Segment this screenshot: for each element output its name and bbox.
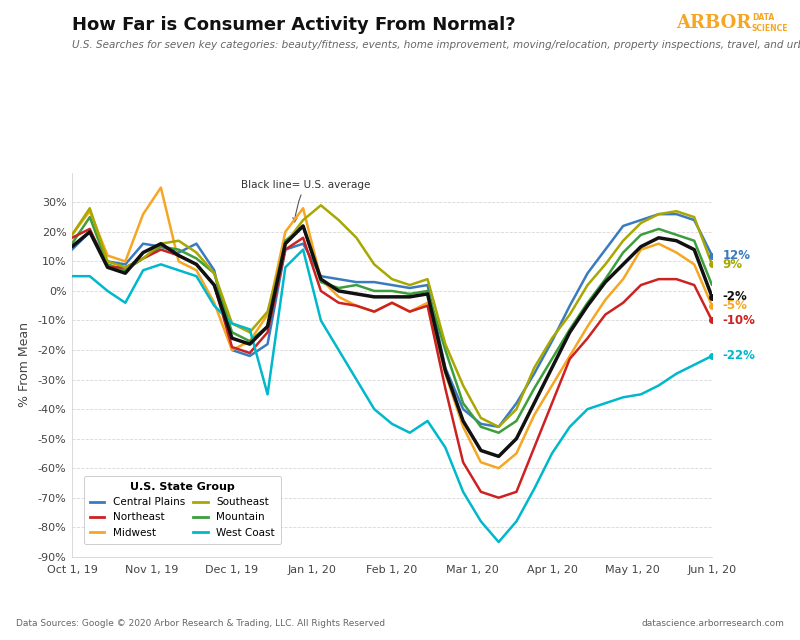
Text: -5%: -5% [722,300,747,312]
Text: -10%: -10% [722,314,755,327]
Text: How Far is Consumer Activity From Normal?: How Far is Consumer Activity From Normal… [72,16,516,34]
Text: ARBOR: ARBOR [676,14,751,32]
Legend: Central Plains, Northeast, Midwest, Southeast, Mountain, West Coast: Central Plains, Northeast, Midwest, Sout… [84,476,281,544]
Y-axis label: % From Mean: % From Mean [18,323,30,407]
Text: 12%: 12% [722,249,750,262]
Text: datascience.arborresearch.com: datascience.arborresearch.com [641,620,784,628]
Text: DATA
SCIENCE: DATA SCIENCE [752,13,789,33]
Text: U.S. Searches for seven key categories: beauty/fitness, events, home improvement: U.S. Searches for seven key categories: … [72,40,800,50]
Text: Data Sources: Google © 2020 Arbor Research & Trading, LLC. All Rights Reserved: Data Sources: Google © 2020 Arbor Resear… [16,620,385,628]
Text: -2%: -2% [722,291,747,303]
Text: 9%: 9% [722,258,742,271]
Text: Black line= U.S. average: Black line= U.S. average [241,180,370,222]
Text: -22%: -22% [722,349,755,362]
